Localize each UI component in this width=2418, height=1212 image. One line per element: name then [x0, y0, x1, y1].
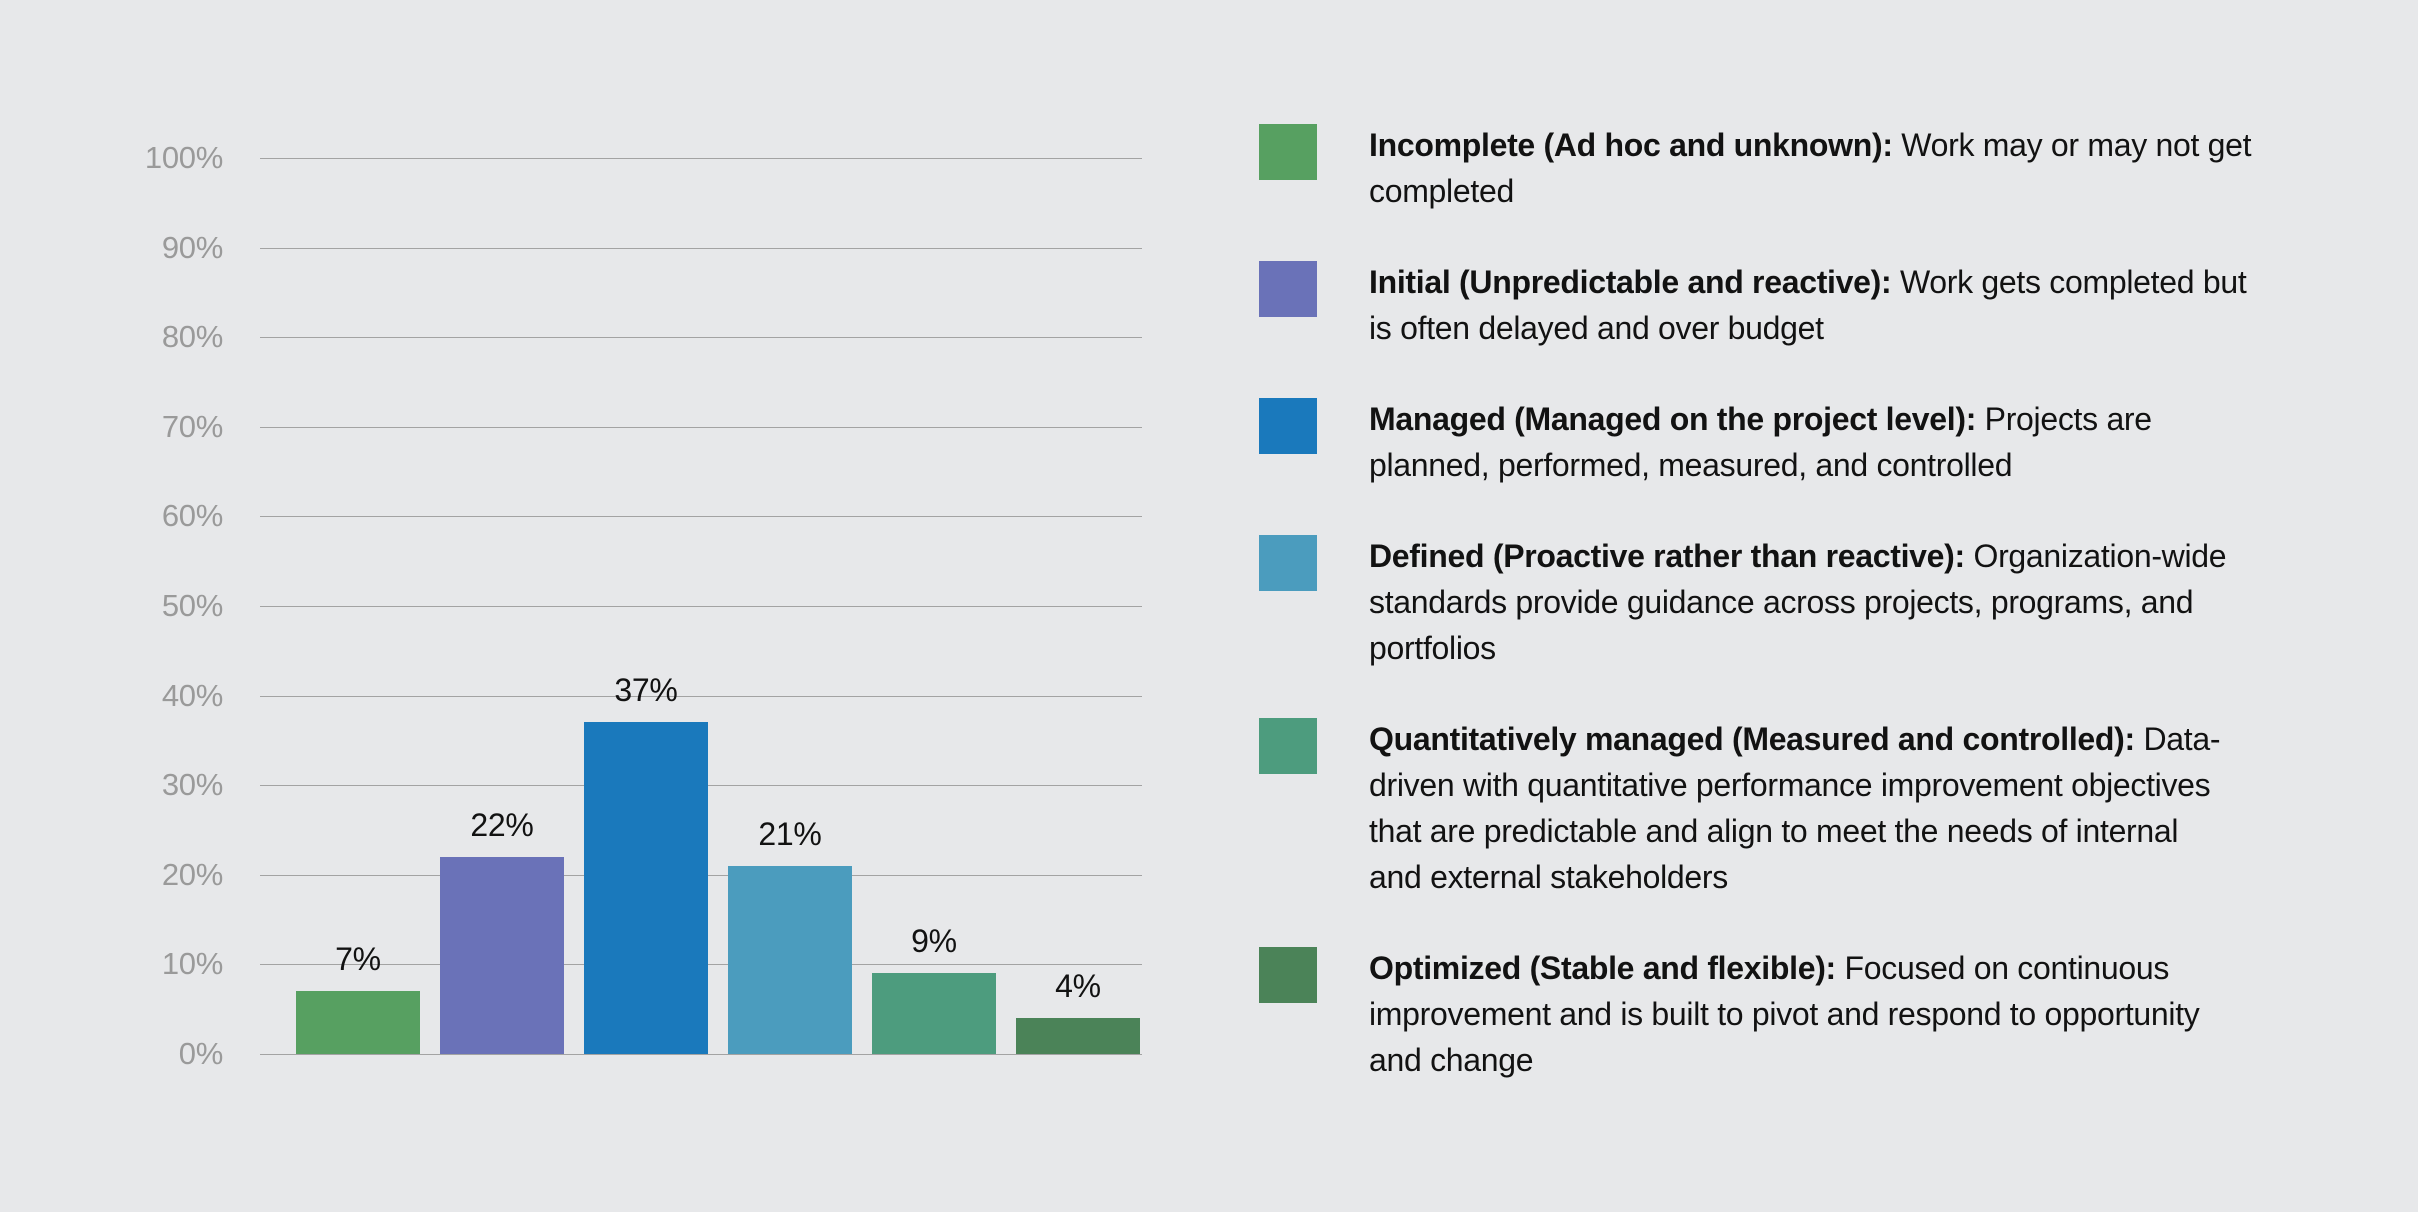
bar-incomplete	[296, 991, 420, 1054]
legend-term-initial: Initial (Unpredictable and reactive):	[1369, 264, 1892, 300]
y-axis-tick-label: 90%	[161, 229, 223, 265]
gridline	[260, 247, 1142, 249]
legend-desc-managed: Projects are planned, performed, measure…	[1369, 401, 2152, 483]
legend-swatch-optimized	[1259, 947, 1317, 1003]
bar-value-label-defined: 21%	[758, 815, 822, 852]
bar-value-label-initial: 22%	[470, 806, 534, 843]
bars-container: 7% 22% 37% 21% 9% 4%	[260, 158, 1142, 1054]
gridline	[260, 516, 1142, 518]
legend-desc-incomplete: Work may or may not get completed	[1369, 127, 2252, 209]
legend-term-managed: Managed (Managed on the project level):	[1369, 401, 1977, 437]
bar-group-managed: 37%	[584, 158, 708, 1054]
bar-group-defined: 21%	[728, 158, 852, 1054]
legend-item-optimized: Optimized (Stable and flexible): Focused…	[1259, 945, 2379, 1083]
bar-optimized	[1016, 1018, 1140, 1054]
bar-initial	[440, 856, 564, 1054]
y-axis: 100% 90% 80% 70% 60% 50% 40% 30% 20% 10% 0%	[90, 140, 223, 1071]
legend-text-managed: Managed (Managed on the project level): …	[1369, 396, 2379, 488]
legend-term-quantitatively: Quantitatively managed (Measured and con…	[1369, 721, 2135, 757]
legend-item-quantitatively: Quantitatively managed (Measured and con…	[1259, 716, 2379, 900]
legend-swatch-defined	[1259, 535, 1317, 591]
legend-desc-defined: Organization-wide standards provide guid…	[1369, 538, 2227, 666]
y-axis-tick-label: 10%	[161, 946, 223, 982]
y-axis-tick-label: 50%	[161, 588, 223, 623]
legend-text-initial: Initial (Unpredictable and reactive): Wo…	[1369, 259, 2379, 351]
bar-value-label-quantitatively-managed: 9%	[911, 923, 957, 960]
bar-defined	[728, 865, 852, 1054]
legend-term-incomplete: Incomplete (Ad hoc and unknown):	[1369, 127, 1893, 163]
bar-managed	[584, 722, 708, 1054]
legend-text-optimized: Optimized (Stable and flexible): Focused…	[1369, 945, 2379, 1083]
bar-group-optimized: 4%	[1016, 158, 1140, 1054]
legend-text-incomplete: Incomplete (Ad hoc and unknown): Work ma…	[1369, 122, 2379, 214]
legend-item-defined: Defined (Proactive rather than reactive)…	[1259, 533, 2379, 671]
bar-group-incomplete: 7%	[296, 158, 420, 1054]
plot-area: 7% 22% 37% 21% 9% 4%	[260, 158, 1142, 1055]
gridline	[260, 337, 1142, 339]
bar-value-label-optimized: 4%	[1055, 968, 1101, 1005]
legend-desc-optimized: Focused on continuous improvement and is…	[1369, 950, 2200, 1078]
y-axis-tick-label: 40%	[161, 677, 223, 713]
y-axis-tick-label: 70%	[161, 408, 223, 444]
gridline	[260, 1054, 1142, 1055]
legend: Incomplete (Ad hoc and unknown): Work ma…	[1259, 122, 2379, 1083]
legend-term-defined: Defined (Proactive rather than reactive)…	[1369, 538, 1965, 574]
legend-desc-initial: Work gets completed but is often delayed…	[1369, 264, 2247, 346]
legend-item-managed: Managed (Managed on the project level): …	[1259, 396, 2379, 488]
y-axis-tick-label: 20%	[161, 856, 223, 892]
bar-quantitatively-managed	[872, 973, 996, 1054]
legend-item-initial: Initial (Unpredictable and reactive): Wo…	[1259, 259, 2379, 351]
legend-desc-quantitatively: Data- driven with quantitative performan…	[1369, 721, 2221, 895]
bar-value-label-managed: 37%	[614, 672, 678, 709]
y-axis-tick-label: 0%	[178, 1036, 224, 1071]
y-axis-tick-label: 80%	[161, 319, 223, 355]
legend-swatch-managed	[1259, 398, 1317, 454]
gridline	[260, 606, 1142, 607]
y-axis-tick-label: 30%	[161, 767, 223, 803]
gridline	[260, 426, 1142, 428]
bar-group-initial: 22%	[440, 158, 564, 1054]
legend-swatch-initial	[1259, 261, 1317, 317]
legend-item-incomplete: Incomplete (Ad hoc and unknown): Work ma…	[1259, 122, 2379, 214]
legend-text-quantitatively: Quantitatively managed (Measured and con…	[1369, 716, 2379, 900]
legend-text-defined: Defined (Proactive rather than reactive)…	[1369, 533, 2379, 671]
y-axis-tick-label: 60%	[161, 498, 223, 534]
legend-swatch-quantitatively	[1259, 718, 1317, 774]
legend-term-optimized: Optimized (Stable and flexible):	[1369, 950, 1836, 986]
bar-group-quantitatively-managed: 9%	[872, 158, 996, 1054]
legend-swatch-incomplete	[1259, 124, 1317, 180]
bar-value-label-incomplete: 7%	[335, 941, 381, 978]
gridline	[260, 695, 1142, 697]
y-axis-tick-label: 100%	[144, 140, 223, 175]
gridline	[260, 158, 1142, 159]
